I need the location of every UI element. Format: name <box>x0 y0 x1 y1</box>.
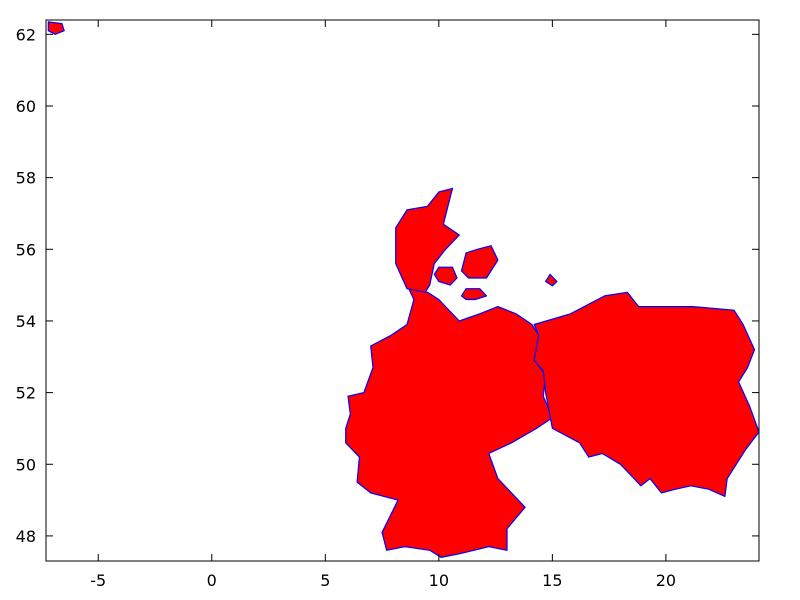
region-jutland <box>395 187 460 293</box>
map-regions <box>47 21 759 558</box>
y-tick-label: 48 <box>16 527 36 546</box>
y-tick-label: 62 <box>16 25 36 44</box>
y-tick-label: 52 <box>16 384 36 403</box>
region-zealand <box>460 245 499 279</box>
x-axis: -5 0 5 10 15 20 <box>90 20 676 590</box>
region-funen <box>433 266 458 286</box>
region-germany <box>345 284 553 558</box>
x-tick-label: 20 <box>656 571 676 590</box>
region-bornholm <box>545 273 558 287</box>
y-tick-label: 50 <box>16 455 36 474</box>
y-axis: 48 50 52 54 56 58 60 62 <box>16 25 759 546</box>
y-tick-label: 54 <box>16 312 36 331</box>
region-faroe <box>47 21 65 35</box>
y-tick-label: 56 <box>16 240 36 259</box>
y-tick-label: 60 <box>16 97 36 116</box>
region-lolland <box>460 288 488 301</box>
x-tick-label: 5 <box>320 571 330 590</box>
region-poland <box>533 291 759 498</box>
x-tick-label: 0 <box>207 571 217 590</box>
x-tick-label: -5 <box>90 571 106 590</box>
plot-frame <box>45 19 760 562</box>
y-tick-label: 58 <box>16 169 36 188</box>
x-tick-label: 10 <box>429 571 449 590</box>
x-tick-label: 15 <box>542 571 562 590</box>
